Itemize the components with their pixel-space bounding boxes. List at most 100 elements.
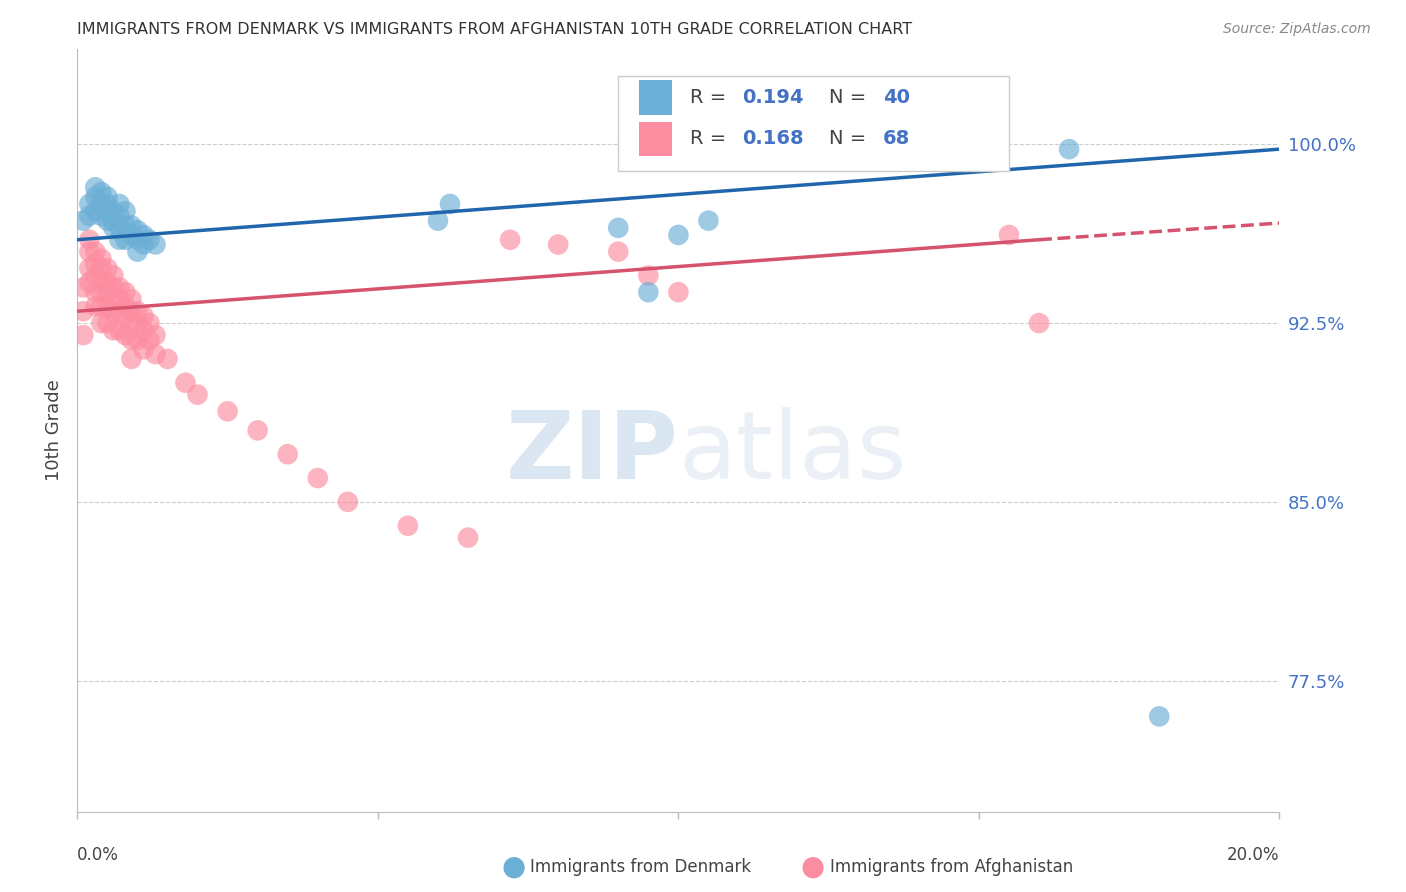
Text: Immigrants from Afghanistan: Immigrants from Afghanistan bbox=[830, 858, 1073, 876]
Point bbox=[103, 213, 125, 227]
Point bbox=[90, 209, 112, 223]
Point bbox=[96, 276, 118, 290]
Y-axis label: 10th Grade: 10th Grade bbox=[45, 379, 63, 482]
Point bbox=[637, 285, 659, 300]
Point bbox=[90, 285, 112, 300]
Text: R =: R = bbox=[690, 128, 733, 148]
Point bbox=[90, 261, 112, 276]
Point bbox=[127, 233, 149, 247]
Point bbox=[427, 213, 450, 227]
Point bbox=[96, 316, 118, 330]
Point bbox=[72, 280, 94, 294]
Point bbox=[998, 227, 1021, 242]
Point bbox=[108, 220, 131, 235]
Point bbox=[1028, 316, 1050, 330]
Point bbox=[607, 220, 630, 235]
Text: N =: N = bbox=[828, 87, 872, 107]
Point bbox=[84, 256, 107, 270]
Point bbox=[120, 219, 142, 233]
Text: 20.0%: 20.0% bbox=[1227, 846, 1279, 864]
Point bbox=[108, 304, 131, 318]
Text: Source: ZipAtlas.com: Source: ZipAtlas.com bbox=[1223, 22, 1371, 37]
Point bbox=[72, 304, 94, 318]
Point bbox=[1057, 142, 1080, 156]
Point bbox=[79, 244, 101, 259]
Text: IMMIGRANTS FROM DENMARK VS IMMIGRANTS FROM AFGHANISTAN 10TH GRADE CORRELATION CH: IMMIGRANTS FROM DENMARK VS IMMIGRANTS FR… bbox=[77, 22, 912, 37]
Point bbox=[108, 280, 131, 294]
Point bbox=[79, 233, 101, 247]
Point bbox=[439, 197, 461, 211]
Point bbox=[84, 244, 107, 259]
Point bbox=[108, 197, 131, 211]
Point bbox=[127, 244, 149, 259]
Point bbox=[668, 227, 690, 242]
Point bbox=[79, 209, 101, 223]
Text: N =: N = bbox=[828, 128, 872, 148]
Point bbox=[132, 343, 155, 357]
Point bbox=[103, 304, 125, 318]
Point bbox=[145, 347, 167, 361]
Point bbox=[108, 233, 131, 247]
Point bbox=[114, 219, 136, 233]
Point bbox=[396, 518, 419, 533]
Point bbox=[145, 328, 167, 343]
Point bbox=[114, 309, 136, 323]
Point bbox=[120, 333, 142, 347]
Point bbox=[96, 213, 118, 227]
Point bbox=[138, 316, 160, 330]
Point bbox=[103, 268, 125, 283]
Point bbox=[79, 197, 101, 211]
Point bbox=[114, 300, 136, 314]
Point bbox=[127, 223, 149, 237]
Point bbox=[120, 293, 142, 307]
Point bbox=[103, 280, 125, 294]
Point bbox=[457, 531, 479, 545]
Point bbox=[108, 323, 131, 337]
Point bbox=[96, 261, 118, 276]
Point bbox=[132, 227, 155, 242]
Point bbox=[103, 204, 125, 219]
Point bbox=[246, 424, 269, 438]
Bar bbox=[638, 121, 672, 156]
Point bbox=[187, 387, 209, 401]
Point bbox=[96, 300, 118, 314]
Point bbox=[79, 261, 101, 276]
Text: 40: 40 bbox=[883, 87, 910, 107]
Point bbox=[84, 300, 107, 314]
Point bbox=[103, 220, 125, 235]
Text: 0.194: 0.194 bbox=[742, 87, 804, 107]
Point bbox=[72, 213, 94, 227]
Point bbox=[114, 233, 136, 247]
Text: 68: 68 bbox=[883, 128, 910, 148]
Text: Immigrants from Denmark: Immigrants from Denmark bbox=[530, 858, 751, 876]
Bar bbox=[638, 80, 672, 115]
Text: atlas: atlas bbox=[679, 408, 907, 500]
Point bbox=[114, 285, 136, 300]
Point bbox=[336, 495, 359, 509]
Point bbox=[90, 316, 112, 330]
Point bbox=[132, 237, 155, 252]
Point bbox=[90, 276, 112, 290]
Point bbox=[145, 237, 167, 252]
Text: 0.0%: 0.0% bbox=[77, 846, 120, 864]
Point bbox=[84, 285, 107, 300]
Point bbox=[697, 213, 720, 227]
Text: R =: R = bbox=[690, 87, 733, 107]
Point bbox=[120, 351, 142, 366]
Point bbox=[96, 204, 118, 219]
Point bbox=[499, 233, 522, 247]
Point bbox=[84, 180, 107, 194]
Point bbox=[127, 304, 149, 318]
Point bbox=[84, 204, 107, 219]
Point bbox=[174, 376, 197, 390]
Point bbox=[127, 333, 149, 347]
Point bbox=[138, 233, 160, 247]
Point bbox=[547, 237, 569, 252]
Point bbox=[120, 304, 142, 318]
Point bbox=[132, 309, 155, 323]
Point bbox=[90, 252, 112, 266]
Point bbox=[90, 197, 112, 211]
Point bbox=[103, 323, 125, 337]
Point bbox=[114, 328, 136, 343]
Point bbox=[607, 244, 630, 259]
